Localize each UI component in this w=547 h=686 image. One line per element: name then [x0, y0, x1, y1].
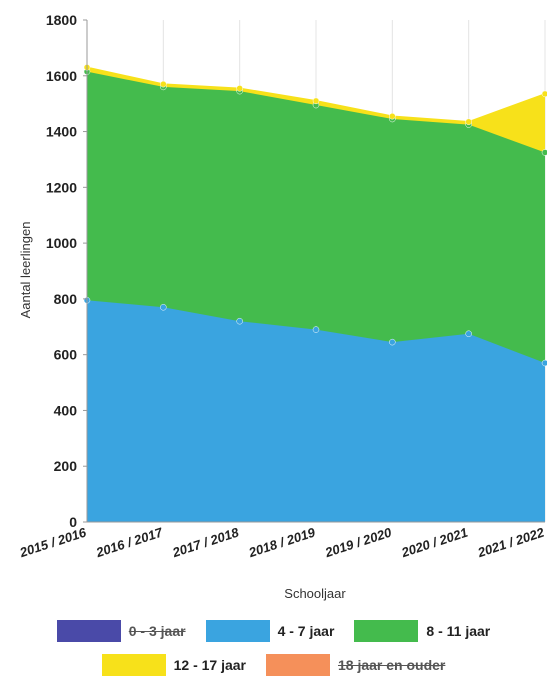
y-tick-label-1200: 1200 — [46, 179, 77, 195]
legend-label-8-11-jaar: 8 - 11 jaar — [426, 623, 491, 639]
legend-item-0-3-jaar[interactable]: 0 - 3 jaar — [56, 620, 186, 642]
legend-row-1: 0 - 3 jaar 4 - 7 jaar 8 - 11 jaar — [0, 618, 547, 644]
area-4-7-jaar — [87, 300, 545, 522]
point-4-7-jaar-2 — [236, 317, 243, 325]
y-tick-label-800: 800 — [54, 291, 78, 307]
legend-label-4-7-jaar: 4 - 7 jaar — [277, 623, 335, 639]
y-tick-label-200: 200 — [54, 458, 78, 474]
legend-item-18-jaar-en-ouder[interactable]: 18 jaar en ouder — [266, 654, 445, 676]
stacked-area-chart: 0 200 400 600 800 1000 1200 1400 1600 1800 2015 /… — [17, 12, 547, 601]
legend-swatch-8-11-jaar — [354, 620, 419, 642]
legend: 0 - 3 jaar 4 - 7 jaar 8 - 11 jaar 12 - 1… — [0, 618, 547, 686]
x-tick-labels: 2015 / 2016 2016 / 2017 2017 / 2018 2018 / … — [17, 524, 547, 560]
point-12-17-jaar-1 — [160, 80, 167, 88]
x-tick-label-3: 2018 / 2019 — [246, 524, 318, 560]
area-8-11-jaar — [87, 71, 545, 364]
y-tick-label-400: 400 — [54, 402, 78, 418]
y-tick-label-0: 0 — [69, 514, 77, 530]
area-12-17-jaar — [87, 67, 545, 153]
point-4-7-jaar-6 — [541, 359, 547, 367]
point-4-7-jaar-5 — [465, 330, 472, 337]
point-4-7-jaar-1 — [160, 304, 167, 311]
legend-label-12-17-jaar: 12 - 17 jaar — [173, 657, 246, 673]
y-tick-labels: 0 200 400 600 800 1000 1200 1400 1600 1800 — [46, 12, 77, 530]
y-axis-title: Aantal leerlingen — [18, 222, 33, 319]
legend-item-12-17-jaar[interactable]: 12 - 17 jaar — [101, 654, 246, 676]
legend-swatch-4-7-jaar — [205, 620, 270, 642]
x-tick-label-1: 2016 / 2017 — [93, 524, 165, 560]
point-4-7-jaar-3 — [312, 326, 320, 333]
legend-row-2: 12 - 17 jaar 18 jaar en ouder — [0, 652, 547, 678]
area-series — [86, 66, 546, 522]
point-12-17-jaar-6 — [541, 90, 547, 98]
y-tick-label-600: 600 — [54, 347, 78, 363]
point-12-17-jaar-5 — [465, 118, 472, 126]
point-12-17-jaar-3 — [312, 97, 320, 105]
point-12-17-jaar-4 — [389, 112, 396, 120]
point-8-11-jaar-6 — [541, 149, 547, 156]
y-tick-label-1600: 1600 — [46, 68, 77, 84]
x-tick-label-5: 2020 / 2021 — [399, 525, 470, 561]
legend-swatch-12-17-jaar — [101, 654, 166, 676]
axes — [83, 19, 545, 523]
legend-label-0-3-jaar: 0 - 3 jaar — [128, 623, 186, 639]
y-tick-label-1400: 1400 — [46, 124, 77, 140]
x-tick-label-0: 2015 / 2016 — [17, 524, 89, 560]
x-tick-label-2: 2017 / 2018 — [170, 524, 242, 560]
x-axis-title: Schooljaar — [284, 586, 346, 601]
legend-label-18-jaar-en-ouder: 18 jaar en ouder — [338, 657, 446, 673]
x-tick-label-4: 2019 / 2020 — [322, 524, 394, 560]
y-tick-label-1800: 1800 — [46, 12, 77, 28]
legend-item-4-7-jaar[interactable]: 4 - 7 jaar — [205, 620, 335, 642]
legend-swatch-0-3-jaar — [56, 620, 121, 642]
legend-swatch-18-jaar-en-ouder — [266, 654, 330, 676]
point-4-7-jaar-4 — [389, 338, 396, 346]
point-12-17-jaar-2 — [236, 85, 243, 92]
x-tick-label-6: 2021 / 2022 — [475, 524, 547, 560]
legend-item-8-11-jaar[interactable]: 8 - 11 jaar — [354, 620, 490, 642]
y-tick-label-1000: 1000 — [46, 235, 77, 251]
